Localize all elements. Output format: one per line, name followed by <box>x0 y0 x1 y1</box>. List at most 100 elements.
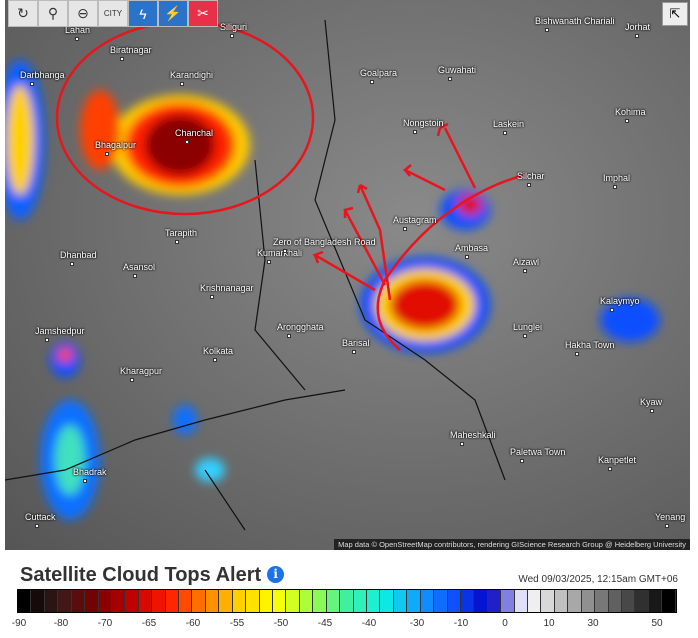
tick-label: -40 <box>361 618 377 629</box>
place-marker <box>403 227 407 231</box>
place-marker <box>213 358 217 362</box>
place-label: Maheshkali <box>450 430 496 440</box>
place-marker <box>575 352 579 356</box>
color-swatch <box>635 590 649 612</box>
place-marker <box>30 82 34 86</box>
place-marker <box>370 80 374 84</box>
place-label: Nongstoin <box>403 118 444 128</box>
place-marker <box>527 183 531 187</box>
place-label: Bhagalpur <box>95 140 137 150</box>
lightning-strike-icon: ⚡ <box>164 5 182 21</box>
place-label: Dhanbad <box>60 250 97 260</box>
color-swatch <box>179 590 193 612</box>
place-marker <box>175 240 179 244</box>
tick-label: -90 <box>11 618 27 629</box>
color-swatch <box>528 590 542 612</box>
place-marker <box>120 57 124 61</box>
place-marker <box>133 274 137 278</box>
info-icon[interactable]: i <box>267 566 285 583</box>
place-marker <box>352 350 356 354</box>
place-label: Kalaymyo <box>600 296 640 306</box>
place-label: Kanpetlet <box>598 455 637 465</box>
place-label: Ambasa <box>455 243 489 253</box>
tick-label: 30 <box>587 618 599 629</box>
timestamp: Wed 09/03/2025, 12:15am GMT+06 <box>518 574 678 585</box>
color-scale-bar <box>17 589 677 613</box>
color-swatch <box>246 590 260 612</box>
place-label: Aizawl <box>513 257 540 267</box>
color-swatch <box>447 590 461 612</box>
color-swatch <box>111 590 126 612</box>
place-label: Barisal <box>342 338 370 348</box>
color-swatch <box>313 590 327 612</box>
color-swatch <box>366 590 381 612</box>
color-swatch <box>393 590 408 612</box>
color-swatch <box>326 590 341 612</box>
satellite-button[interactable]: ✂ <box>188 0 218 27</box>
tick-label: -45 <box>317 618 333 629</box>
satellite-map[interactable]: Lahan Biratnagar Siliguri Darbhanga Karandig… <box>5 0 690 550</box>
zoom-out-icon: ⊖ <box>77 5 89 21</box>
place-label: Kharagpur <box>120 366 163 376</box>
lightning-strike-button[interactable]: ⚡ <box>158 0 188 27</box>
tick-label: -60 <box>185 618 201 629</box>
map-overlay <box>5 19 660 531</box>
place-label: Kyaw <box>640 397 663 407</box>
place-label: Goalpara <box>360 68 398 78</box>
color-swatch <box>474 590 488 612</box>
place-marker <box>635 34 639 38</box>
place-marker <box>650 409 654 413</box>
color-swatch <box>44 590 59 612</box>
place-label: Biratnagar <box>110 45 152 55</box>
color-swatch <box>71 590 86 612</box>
place-label: Jamshedpur <box>35 326 85 336</box>
tick-label: -55 <box>229 618 245 629</box>
place-marker <box>465 255 469 259</box>
location-icon: ⚲ <box>47 5 59 21</box>
color-swatch <box>608 590 622 612</box>
place-marker <box>105 152 109 156</box>
color-swatch <box>58 590 72 612</box>
place-label: Silchar <box>517 171 545 181</box>
color-swatch <box>595 590 609 612</box>
color-swatch <box>152 590 166 612</box>
place-marker <box>283 249 287 253</box>
place-marker <box>185 140 189 144</box>
place-marker <box>613 185 617 189</box>
place-marker <box>180 82 184 86</box>
city-toggle-button[interactable]: CITY <box>98 0 128 27</box>
color-swatch <box>286 590 300 612</box>
color-swatch <box>501 590 515 612</box>
color-swatch <box>420 590 435 612</box>
place-label: Asansol <box>123 262 156 272</box>
place-marker <box>35 524 39 528</box>
place-label: Paletwa Town <box>510 447 566 457</box>
tick-label: 50 <box>651 618 663 629</box>
tick-label: -65 <box>141 618 157 629</box>
color-swatch <box>138 590 153 612</box>
share-button[interactable]: ⇱ <box>662 2 688 26</box>
place-label: Darbhanga <box>20 70 65 80</box>
color-swatch <box>554 590 569 612</box>
place-marker <box>608 467 612 471</box>
color-swatch <box>353 590 367 612</box>
lightning-button[interactable]: ϟ <box>128 0 158 27</box>
tick-label: -10 <box>453 618 469 629</box>
color-swatch <box>165 590 180 612</box>
place-marker <box>83 479 87 483</box>
color-swatch <box>380 590 394 612</box>
legend-title-text: Satellite Cloud Tops Alert <box>20 564 262 586</box>
place-marker <box>545 28 549 32</box>
color-swatch <box>31 590 45 612</box>
refresh-button[interactable]: ↻ <box>8 0 38 27</box>
place-label: Kumarkhali <box>257 248 303 258</box>
place-label: Chanchal <box>175 128 214 138</box>
color-swatch <box>232 590 247 612</box>
place-label: Kolkata <box>203 346 234 356</box>
color-swatch <box>85 590 99 612</box>
tick-label: -30 <box>409 618 425 629</box>
location-button[interactable]: ⚲ <box>38 0 68 27</box>
place-marker <box>130 378 134 382</box>
zoom-out-button[interactable]: ⊖ <box>68 0 98 27</box>
color-swatch <box>662 590 676 612</box>
